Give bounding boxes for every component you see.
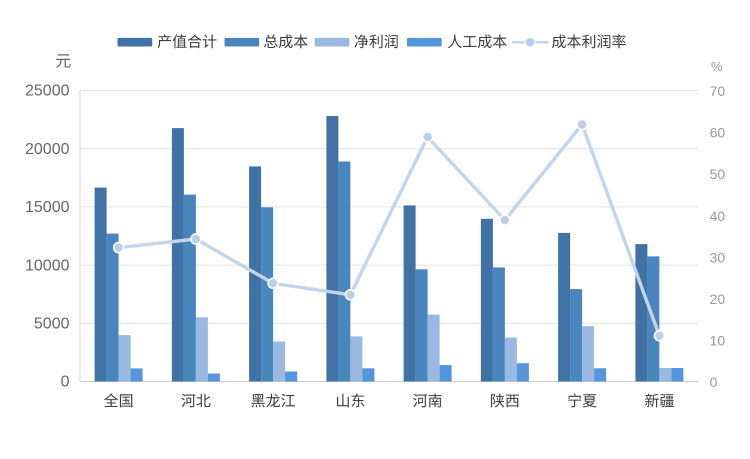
svg-text:10000: 10000: [25, 257, 70, 274]
svg-text:20000: 20000: [25, 141, 70, 158]
svg-text:40: 40: [710, 208, 726, 224]
svg-text:10: 10: [710, 333, 726, 349]
svg-text:15000: 15000: [25, 199, 70, 216]
svg-text:5000: 5000: [34, 316, 70, 333]
svg-text:0: 0: [710, 374, 718, 390]
svg-text:%: %: [711, 59, 723, 74]
svg-text:25000: 25000: [25, 83, 70, 100]
svg-text:60: 60: [710, 125, 726, 141]
svg-text:0: 0: [61, 374, 70, 391]
svg-text:50: 50: [710, 166, 726, 182]
svg-text:20: 20: [710, 291, 726, 307]
svg-text:70: 70: [710, 83, 726, 99]
svg-text:30: 30: [710, 249, 726, 265]
